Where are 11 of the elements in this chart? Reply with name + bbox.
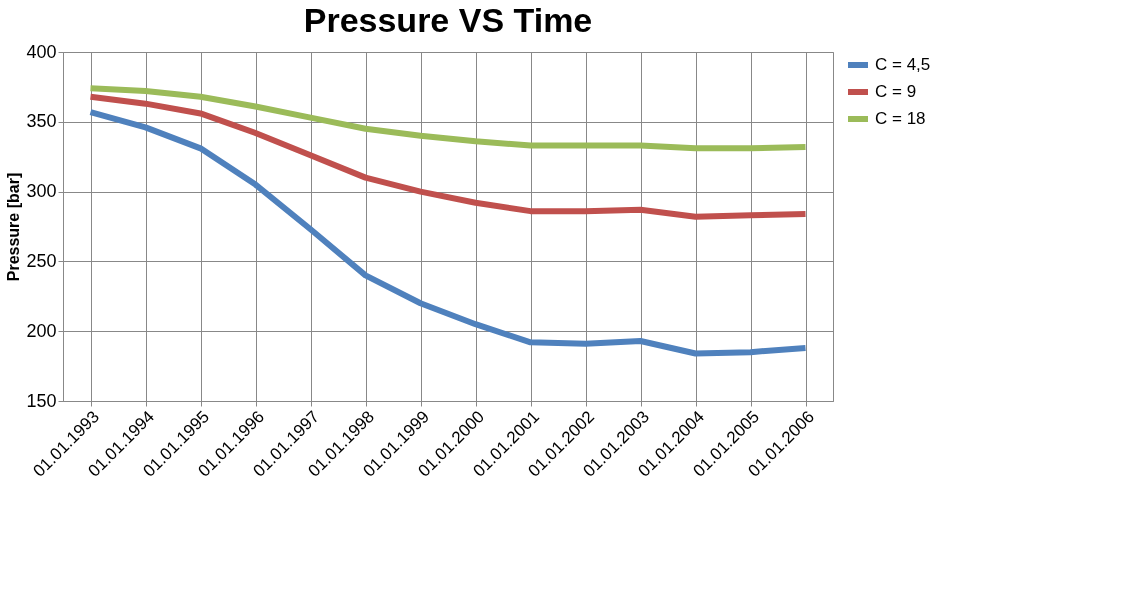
y-tick-label: 250 — [26, 250, 57, 271]
legend-label: C = 4,5 — [875, 55, 931, 74]
legend-label: C = 18 — [875, 109, 926, 128]
y-tick-label: 300 — [26, 181, 57, 202]
y-tick-label: 350 — [26, 111, 57, 132]
y-tick-label: 200 — [26, 320, 57, 341]
y-tick-label: 150 — [26, 390, 57, 411]
chart-title: Pressure VS Time — [303, 1, 593, 39]
y-axis-title: Pressure [bar] — [5, 172, 23, 282]
legend-label: C = 9 — [875, 82, 917, 101]
y-tick-label: 400 — [26, 41, 57, 62]
